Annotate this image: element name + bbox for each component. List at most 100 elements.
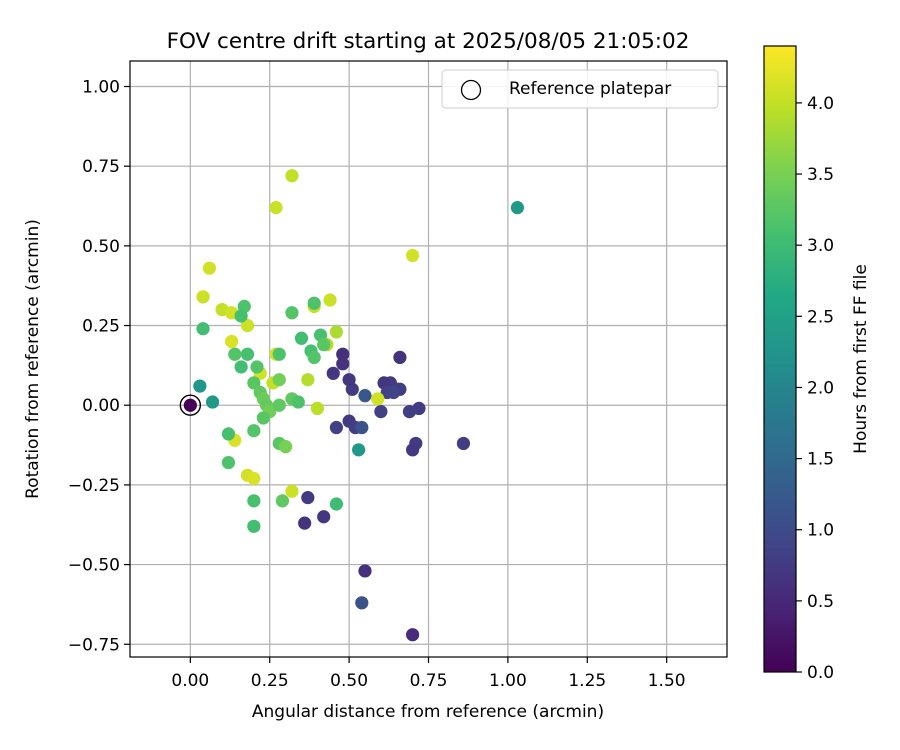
data-point	[250, 360, 264, 374]
colorbar-scale	[764, 46, 796, 672]
data-point	[386, 385, 401, 400]
data-point	[193, 379, 207, 393]
colorbar-tick-label: 1.0	[807, 521, 834, 541]
legend-marker-icon	[460, 79, 482, 101]
data-point	[269, 201, 283, 215]
data-point	[301, 373, 315, 387]
data-point	[402, 404, 417, 419]
data-point	[291, 395, 305, 409]
data-point	[285, 169, 299, 183]
colorbar-tick-label: 4.0	[807, 94, 834, 114]
y-tick-label: 0.50	[82, 237, 120, 257]
axis-ticks: 0.00 0.25 0.50 0.75 1.00 1.25 1.50 1.00 0.75 0.50…	[68, 77, 686, 691]
data-point	[406, 248, 420, 263]
data-point	[234, 360, 248, 374]
data-point	[221, 455, 236, 470]
data-point	[301, 491, 315, 505]
data-point	[342, 373, 356, 387]
data-point	[326, 366, 340, 380]
y-tick-label: −0.25	[68, 476, 120, 496]
data-point	[336, 347, 350, 361]
colorbar: 0.0 0.5 1.0 1.5 2.0 2.5 3.0 3.5 4.0 Hours from f…	[763, 45, 871, 683]
data-point	[298, 516, 312, 530]
legend-label: Reference platepar	[509, 79, 671, 99]
data-point	[371, 392, 385, 406]
data-point	[456, 436, 471, 451]
data-point	[225, 334, 239, 349]
data-point	[247, 471, 261, 486]
data-point	[228, 347, 242, 361]
data-point	[256, 411, 270, 425]
x-tick-label: 0.25	[251, 671, 289, 691]
data-point	[329, 325, 344, 339]
colorbar-label: Hours from first FF file	[851, 264, 871, 454]
data-point	[358, 389, 372, 403]
data-point	[329, 420, 344, 435]
data-point	[247, 376, 261, 390]
data-point	[352, 443, 366, 457]
y-tick-label: −0.50	[68, 556, 120, 576]
grid-lines	[130, 61, 727, 657]
data-point	[374, 404, 388, 419]
colorbar-tick-label: 3.5	[807, 165, 834, 185]
x-axis-label: Angular distance from reference (arcmin)	[252, 702, 604, 722]
data-point	[272, 398, 286, 412]
y-tick-label: 0.25	[82, 317, 120, 337]
data-point	[406, 443, 420, 457]
legend: Reference platepar	[441, 69, 719, 109]
y-tick-label: −0.75	[68, 635, 120, 655]
data-point	[355, 420, 369, 435]
y-tick-label: 0.00	[82, 396, 120, 416]
data-point	[275, 494, 290, 508]
data-point	[234, 309, 248, 323]
colorbar-tick-label: 0.0	[807, 663, 834, 683]
data-point	[285, 484, 299, 498]
data-point	[358, 564, 372, 578]
data-point	[307, 350, 321, 365]
colorbar-tick-label: 1.5	[807, 450, 834, 470]
chart-title: FOV centre drift starting at 2025/08/05 …	[167, 29, 690, 54]
data-point	[317, 510, 331, 524]
data-point	[279, 440, 293, 454]
data-point	[272, 347, 286, 361]
data-point	[240, 347, 255, 361]
data-point	[247, 494, 261, 508]
colorbar-tick-label: 2.0	[807, 378, 834, 398]
data-point	[406, 628, 420, 642]
data-point	[272, 373, 286, 387]
colorbar-tick-label: 2.5	[807, 307, 834, 327]
y-axis-label: Rotation from reference (arcmin)	[23, 219, 43, 499]
y-tick-label: 0.75	[82, 157, 120, 177]
x-tick-label: 0.75	[410, 671, 448, 691]
data-point	[205, 395, 220, 409]
x-tick-label: 0.00	[171, 671, 209, 691]
reference-platepar-marker	[179, 394, 202, 416]
scatter-points	[179, 169, 525, 642]
data-point	[247, 519, 261, 533]
data-point	[323, 293, 337, 307]
colorbar-tick-label: 0.5	[807, 592, 834, 612]
data-point	[294, 331, 309, 345]
data-point	[285, 306, 299, 320]
colorbar-tick-label: 3.0	[807, 236, 834, 256]
data-point	[221, 427, 236, 441]
data-point	[310, 401, 324, 416]
legend-box	[441, 69, 719, 109]
data-point	[307, 296, 321, 310]
data-point	[317, 338, 331, 352]
data-point	[510, 201, 525, 215]
colorbar-ticks: 0.0 0.5 1.0 1.5 2.0 2.5 3.0 3.5 4.0	[796, 94, 834, 683]
data-point	[202, 261, 216, 275]
data-point	[336, 357, 350, 371]
data-point	[329, 497, 344, 511]
data-point	[196, 322, 210, 336]
y-tick-label: 1.00	[82, 77, 120, 97]
data-point	[247, 424, 261, 438]
data-point	[196, 290, 210, 304]
data-point	[183, 398, 197, 412]
x-tick-label: 0.50	[330, 671, 368, 691]
x-tick-label: 1.00	[489, 671, 527, 691]
colorbar-frame	[763, 45, 797, 673]
data-point	[240, 318, 255, 333]
